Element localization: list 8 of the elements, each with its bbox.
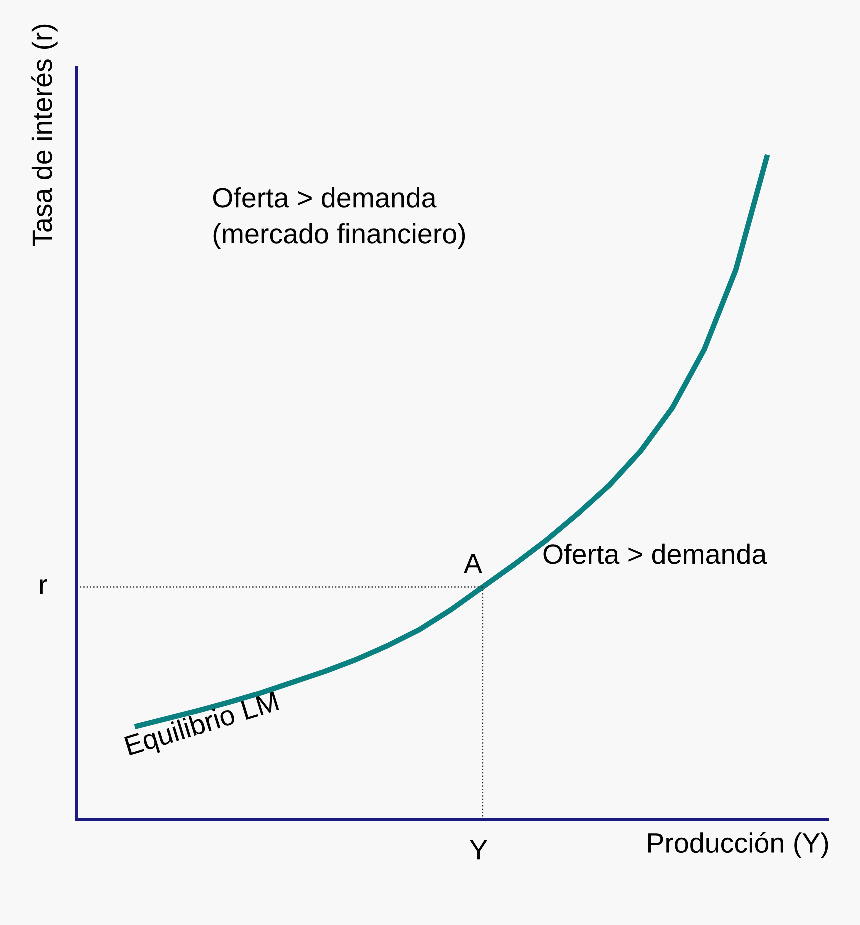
annotation: Oferta > demanda — [544, 544, 768, 564]
ref-line-label: r — [40, 580, 48, 594]
annotation: Oferta > demanda (mercado financiero) — [213, 187, 466, 250]
text: Y — [470, 840, 488, 860]
annotation: Equilibrio LM — [124, 690, 281, 762]
y-axis-title: Tasa de interés (r) — [32, 24, 58, 246]
annotation: A — [464, 554, 482, 574]
x-axis-title: Producción (Y) — [648, 832, 828, 859]
